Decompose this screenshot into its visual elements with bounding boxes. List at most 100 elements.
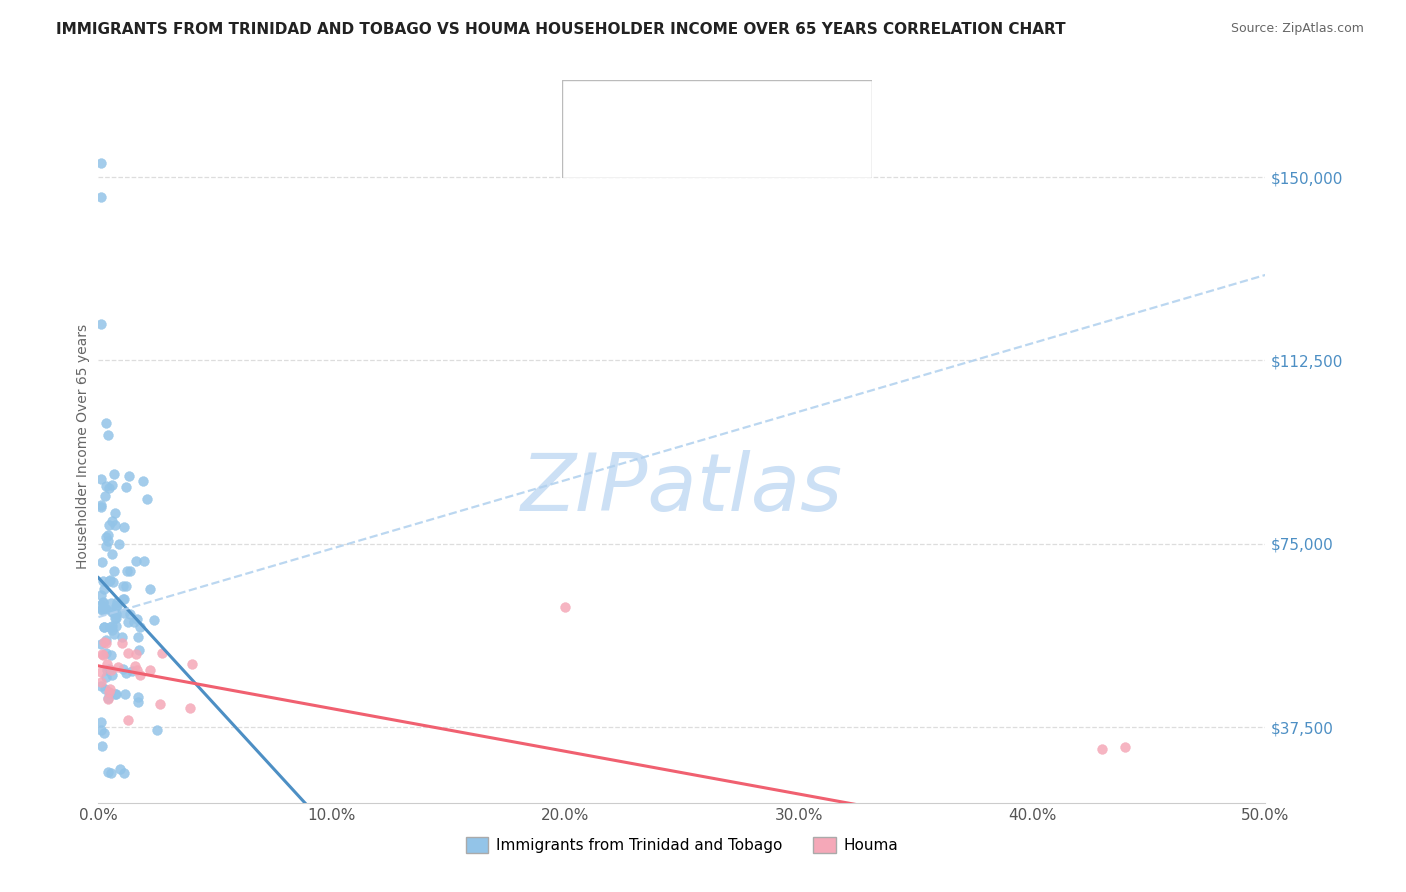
Point xyxy=(142,613,165,627)
Point xyxy=(104,610,127,624)
Point xyxy=(90,723,112,738)
Point xyxy=(100,596,122,610)
Point xyxy=(100,663,122,677)
Point xyxy=(98,573,121,587)
Point xyxy=(97,574,120,589)
Point xyxy=(128,642,150,657)
Point xyxy=(90,637,112,651)
Point xyxy=(105,619,128,633)
Point xyxy=(97,527,120,541)
Text: ZIPatlas: ZIPatlas xyxy=(520,450,844,528)
Point xyxy=(101,548,124,562)
Point xyxy=(111,592,134,607)
Point xyxy=(103,606,125,620)
Point xyxy=(90,665,112,679)
Point xyxy=(101,619,124,633)
Point xyxy=(93,726,115,740)
Point xyxy=(91,601,114,615)
Point xyxy=(94,479,117,493)
Point xyxy=(127,690,149,705)
Point xyxy=(93,620,115,634)
Point xyxy=(94,530,117,544)
Point xyxy=(96,636,118,650)
Point xyxy=(96,539,118,553)
Point xyxy=(181,657,204,671)
Point xyxy=(138,582,160,596)
Point xyxy=(94,646,117,660)
Text: R =: R = xyxy=(624,98,652,112)
Point xyxy=(554,600,576,615)
Point xyxy=(114,579,136,593)
Point xyxy=(90,498,112,512)
Point xyxy=(93,600,115,615)
Point xyxy=(90,674,112,689)
Point xyxy=(117,713,139,727)
Point xyxy=(101,574,124,589)
Text: N =: N = xyxy=(748,143,778,158)
Point xyxy=(111,579,134,593)
Point xyxy=(100,766,122,780)
Point xyxy=(91,648,114,663)
Point xyxy=(93,682,115,697)
Point xyxy=(104,687,127,701)
Point xyxy=(114,687,136,701)
Point xyxy=(112,606,135,620)
Point xyxy=(96,663,118,677)
Point xyxy=(127,663,149,677)
Point xyxy=(90,155,112,169)
Point xyxy=(105,599,128,613)
Point xyxy=(97,691,120,706)
Point xyxy=(132,475,155,489)
Point xyxy=(127,695,149,709)
Point xyxy=(103,626,125,640)
Point xyxy=(118,564,141,578)
Text: 27: 27 xyxy=(800,143,820,158)
Point xyxy=(135,492,157,507)
Text: 107: 107 xyxy=(800,98,830,112)
Point xyxy=(105,611,128,625)
Point xyxy=(111,636,134,650)
Point xyxy=(115,564,138,578)
Point xyxy=(111,630,134,644)
Point xyxy=(91,739,114,753)
Point xyxy=(98,682,121,697)
Point xyxy=(129,620,152,634)
Point xyxy=(91,595,114,609)
Point xyxy=(98,685,121,699)
Point xyxy=(98,620,121,634)
Point xyxy=(115,480,138,494)
Point xyxy=(138,664,160,678)
Point xyxy=(91,647,114,661)
Point xyxy=(179,701,201,715)
Point xyxy=(100,668,122,682)
Point xyxy=(101,623,124,637)
Point xyxy=(132,554,155,568)
Point xyxy=(98,662,121,676)
Point xyxy=(91,574,114,589)
Point xyxy=(105,607,128,621)
Point xyxy=(101,605,124,619)
Text: R =: R = xyxy=(624,143,652,158)
Point xyxy=(90,190,112,204)
Point xyxy=(100,648,122,663)
Point xyxy=(90,317,112,331)
Point xyxy=(91,555,114,569)
Point xyxy=(98,481,121,495)
Point xyxy=(100,477,122,491)
Point xyxy=(121,664,143,678)
Legend: Immigrants from Trinidad and Tobago, Houma: Immigrants from Trinidad and Tobago, Hou… xyxy=(460,831,904,859)
Text: Source: ZipAtlas.com: Source: ZipAtlas.com xyxy=(1230,22,1364,36)
Point xyxy=(97,534,120,549)
Point xyxy=(103,564,125,578)
Point xyxy=(93,635,115,649)
Point xyxy=(90,715,112,730)
Point xyxy=(117,646,139,660)
Point xyxy=(125,647,148,661)
Point xyxy=(111,661,134,675)
Point xyxy=(125,553,148,567)
Bar xyxy=(572,134,612,167)
Point xyxy=(98,686,121,700)
Point xyxy=(104,506,127,520)
Point xyxy=(90,500,112,514)
Point xyxy=(91,603,114,617)
